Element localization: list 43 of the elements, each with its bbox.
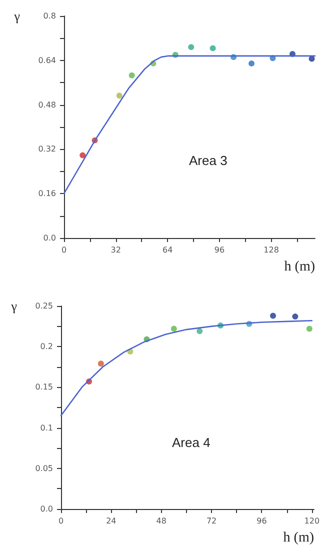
x-axis-title: h (m) bbox=[283, 530, 314, 546]
x-tick-label: 72 bbox=[206, 516, 217, 526]
x-tick-label: 0 bbox=[58, 516, 64, 526]
point bbox=[116, 92, 122, 99]
y-tick-label: 0.8 bbox=[43, 12, 56, 20]
y-tick-label: 0.2 bbox=[40, 342, 53, 352]
y-tick-label: 0.25 bbox=[35, 302, 53, 310]
line-series bbox=[63, 55, 316, 194]
y-tick-label: 0.64 bbox=[38, 56, 56, 65]
annotation: Area 3 bbox=[189, 153, 228, 168]
y-axis-title: γ bbox=[10, 298, 18, 314]
point bbox=[188, 44, 194, 50]
y-tick-label: 0.05 bbox=[35, 464, 53, 473]
point bbox=[270, 312, 276, 319]
x-tick-label: 0 bbox=[61, 246, 67, 254]
point bbox=[292, 314, 298, 320]
x-tick-label: 24 bbox=[106, 516, 116, 526]
y-axis-title: γ bbox=[13, 8, 20, 24]
annotation: Area 4 bbox=[172, 435, 210, 450]
point bbox=[98, 360, 104, 367]
point bbox=[170, 326, 177, 332]
point bbox=[196, 328, 203, 334]
x-tick-label: 96 bbox=[256, 516, 267, 526]
y-tick-label: 0.0 bbox=[43, 234, 56, 242]
x-tick-label: 120 bbox=[304, 516, 320, 526]
x-tick-label: 64 bbox=[162, 246, 173, 254]
point bbox=[80, 152, 86, 158]
point bbox=[248, 60, 255, 66]
y-tick-label: 0.15 bbox=[35, 382, 53, 392]
x-tick-label: 96 bbox=[214, 246, 225, 254]
y-tick-label: 0.32 bbox=[38, 144, 56, 154]
y-tick-label: 0.0 bbox=[40, 504, 53, 514]
x-tick-label: 48 bbox=[156, 516, 166, 526]
point bbox=[128, 72, 135, 78]
y-tick-label: 0.16 bbox=[38, 189, 56, 198]
x-tick-label: 32 bbox=[110, 246, 121, 254]
y-tick-label: 0.48 bbox=[38, 100, 56, 110]
line-series bbox=[60, 320, 313, 416]
x-axis-title: h (m) bbox=[284, 260, 316, 274]
point bbox=[306, 326, 312, 332]
point bbox=[210, 45, 216, 52]
y-tick-label: 0.1 bbox=[40, 423, 53, 432]
x-tick-label: 128 bbox=[264, 246, 279, 254]
